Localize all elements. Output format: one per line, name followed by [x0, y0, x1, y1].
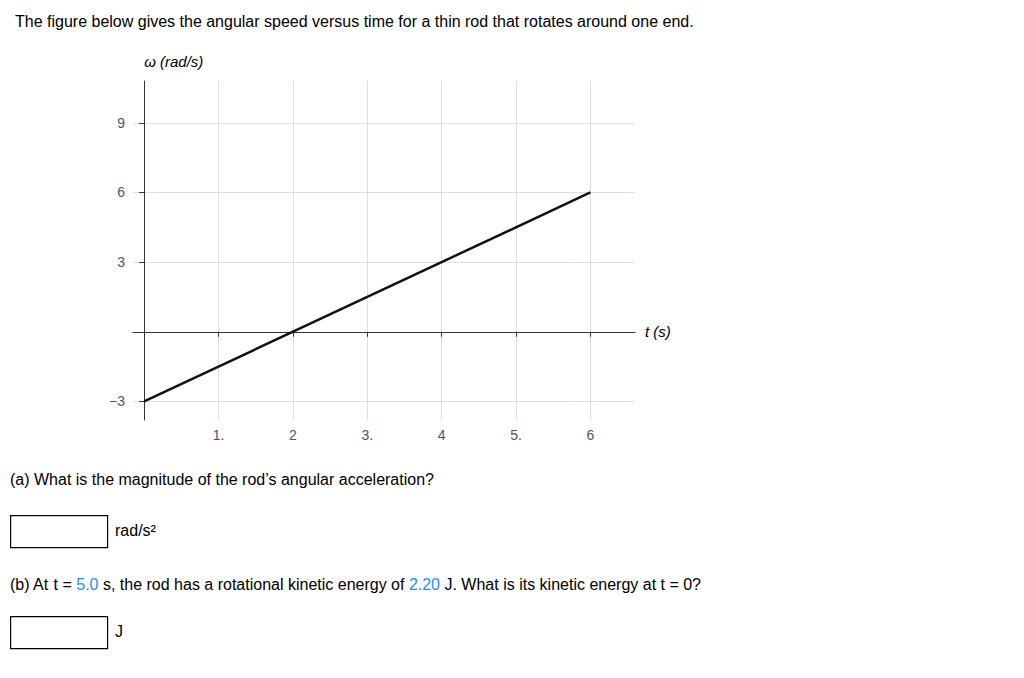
svg-text:−3: −3: [109, 393, 125, 409]
svg-text:4: 4: [438, 427, 446, 443]
svg-text:3.: 3.: [361, 427, 373, 443]
svg-text:2: 2: [289, 427, 297, 443]
svg-text:(b) At: (b) At: [10, 576, 53, 593]
svg-text:5.: 5.: [510, 427, 522, 443]
svg-text:t: t: [660, 575, 665, 593]
svg-text:6: 6: [586, 427, 594, 443]
svg-text:(a) What is the magnitude of t: (a) What is the magnitude of the rod’s a…: [10, 471, 434, 488]
svg-text:= 0?: = 0?: [665, 576, 701, 593]
svg-text:J: J: [115, 623, 123, 640]
svg-text:t: t: [53, 575, 58, 593]
svg-text:The figure below gives the ang: The figure below gives the angular speed…: [15, 13, 694, 30]
svg-text:3: 3: [117, 254, 125, 270]
svg-text:=: =: [58, 576, 76, 593]
svg-text:t (s): t (s): [645, 323, 671, 340]
svg-text:9: 9: [117, 115, 125, 131]
svg-text:6: 6: [117, 184, 125, 200]
svg-text:2.20: 2.20: [409, 576, 440, 593]
svg-text:J. What is its kinetic energy: J. What is its kinetic energy at: [440, 576, 661, 593]
svg-text:rad/s²: rad/s²: [115, 522, 157, 539]
svg-text:5.0: 5.0: [76, 576, 98, 593]
svg-text:s, the rod has a rotational ki: s, the rod has a rotational kinetic ener…: [98, 576, 408, 593]
svg-text:1.: 1.: [213, 427, 225, 443]
svg-text:ω (rad/s): ω (rad/s): [144, 53, 203, 70]
